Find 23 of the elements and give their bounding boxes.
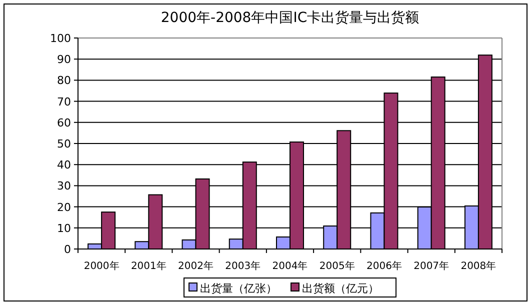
- y-tick-label: 70: [57, 95, 71, 108]
- x-tick-label: 2007年: [414, 260, 450, 272]
- y-tick-label: 0: [64, 243, 71, 256]
- x-tick-label: 2002年: [178, 260, 214, 272]
- x-tick-label: 2001年: [130, 260, 166, 272]
- x-tick-label: 2006年: [366, 260, 402, 272]
- y-tick-label: 20: [57, 200, 71, 214]
- x-tick-label: 2004年: [272, 260, 308, 272]
- y-tick-label: 10: [57, 222, 71, 235]
- legend-label: 出货额（亿元）: [302, 282, 379, 295]
- y-tick-label: 30: [57, 180, 71, 193]
- x-tick-label: 2003年: [225, 260, 261, 272]
- y-tick-label: 100: [50, 32, 71, 45]
- y-tick-label: 50: [57, 138, 71, 150]
- x-tick-label: 2005年: [319, 260, 355, 272]
- y-tick-label: 40: [57, 158, 71, 172]
- y-tick-label: 90: [57, 53, 71, 66]
- x-tick-label: 2000年: [84, 260, 120, 272]
- y-tick-label: 80: [57, 74, 71, 88]
- legend-label: 出货量（亿张）: [200, 282, 277, 295]
- chart-title: 2000年-2008年中国IC卡出货量与出货额: [160, 10, 420, 26]
- y-tick-label: 60: [57, 116, 71, 130]
- x-tick-label: 2008年: [460, 260, 496, 272]
